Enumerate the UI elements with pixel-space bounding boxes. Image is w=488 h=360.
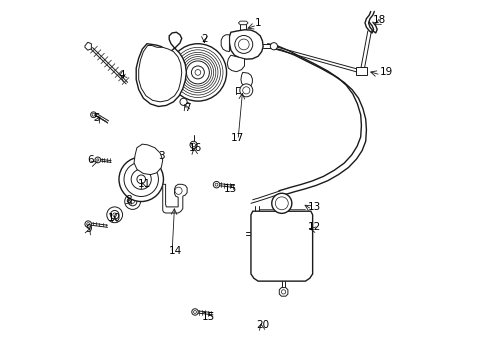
Text: 5: 5 bbox=[93, 113, 100, 123]
Circle shape bbox=[193, 311, 196, 314]
Text: 19: 19 bbox=[379, 67, 392, 77]
Circle shape bbox=[97, 159, 99, 161]
Circle shape bbox=[128, 197, 137, 206]
Circle shape bbox=[275, 197, 287, 210]
Circle shape bbox=[113, 213, 116, 217]
Circle shape bbox=[153, 156, 158, 160]
Circle shape bbox=[169, 44, 226, 101]
Text: 17: 17 bbox=[230, 133, 244, 143]
Circle shape bbox=[180, 98, 187, 105]
Polygon shape bbox=[85, 42, 91, 50]
Circle shape bbox=[213, 181, 219, 188]
Polygon shape bbox=[139, 45, 182, 102]
Polygon shape bbox=[163, 184, 187, 213]
Bar bbox=[356, 67, 366, 75]
Circle shape bbox=[90, 112, 96, 118]
Text: 18: 18 bbox=[371, 15, 385, 26]
Text: 11: 11 bbox=[138, 179, 151, 189]
Circle shape bbox=[191, 143, 195, 147]
Circle shape bbox=[131, 200, 134, 203]
Circle shape bbox=[119, 157, 163, 202]
Text: 6: 6 bbox=[87, 155, 94, 165]
Polygon shape bbox=[241, 72, 252, 87]
Circle shape bbox=[190, 141, 197, 148]
Circle shape bbox=[191, 66, 204, 79]
Circle shape bbox=[131, 169, 151, 189]
Polygon shape bbox=[238, 21, 247, 25]
Polygon shape bbox=[250, 211, 312, 281]
Text: 10: 10 bbox=[108, 213, 121, 222]
Circle shape bbox=[238, 39, 249, 50]
Text: 3: 3 bbox=[158, 150, 164, 161]
Text: 1: 1 bbox=[254, 18, 261, 28]
Circle shape bbox=[271, 193, 291, 213]
Text: 15: 15 bbox=[224, 184, 237, 194]
Circle shape bbox=[137, 175, 145, 184]
Polygon shape bbox=[221, 35, 229, 51]
Text: 20: 20 bbox=[256, 320, 269, 330]
Circle shape bbox=[175, 187, 182, 194]
Circle shape bbox=[270, 42, 277, 50]
Circle shape bbox=[124, 194, 140, 210]
Circle shape bbox=[234, 36, 252, 53]
Circle shape bbox=[242, 87, 249, 94]
Text: 8: 8 bbox=[125, 195, 132, 205]
Text: 13: 13 bbox=[307, 202, 321, 212]
Circle shape bbox=[85, 221, 91, 227]
Polygon shape bbox=[227, 55, 244, 72]
Circle shape bbox=[215, 183, 218, 186]
Circle shape bbox=[186, 61, 209, 84]
Polygon shape bbox=[134, 144, 163, 175]
Circle shape bbox=[195, 69, 201, 75]
Text: 16: 16 bbox=[188, 143, 201, 153]
Circle shape bbox=[191, 309, 198, 315]
Circle shape bbox=[124, 162, 158, 197]
Polygon shape bbox=[279, 288, 287, 296]
Text: 9: 9 bbox=[85, 225, 92, 234]
Text: 14: 14 bbox=[169, 246, 182, 256]
Circle shape bbox=[86, 223, 89, 226]
Text: 15: 15 bbox=[202, 312, 215, 322]
Polygon shape bbox=[229, 30, 263, 59]
Text: 12: 12 bbox=[307, 222, 321, 231]
Text: 4: 4 bbox=[118, 70, 125, 80]
Circle shape bbox=[239, 84, 252, 97]
Polygon shape bbox=[136, 32, 186, 107]
Text: 7: 7 bbox=[183, 103, 190, 113]
Circle shape bbox=[106, 207, 122, 223]
Text: 2: 2 bbox=[201, 35, 207, 44]
Circle shape bbox=[92, 113, 95, 116]
Circle shape bbox=[110, 211, 119, 219]
Circle shape bbox=[95, 157, 101, 163]
Circle shape bbox=[281, 290, 285, 294]
